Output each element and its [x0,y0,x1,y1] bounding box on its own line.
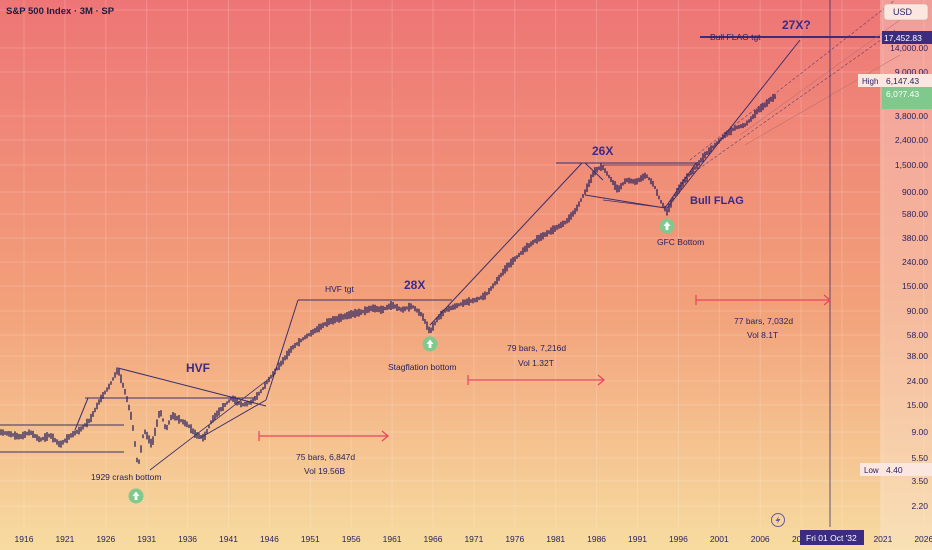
bull-flag-target-price-tag: 17,452.83 [882,31,932,44]
svg-text:6,147.43: 6,147.43 [886,76,919,86]
year-tick-label: 1971 [464,534,483,544]
arrow-up-icon[interactable] [128,488,144,504]
year-tick-label: 1951 [301,534,320,544]
measure-1-bars: 75 bars, 6,847d [296,452,355,462]
measure-3-volume: Vol 8.1T [747,330,778,340]
price-tick-label: 24.00 [907,376,929,386]
year-tick-label: 2026 [914,534,932,544]
measure-2-volume: Vol 1.32T [518,358,554,368]
price-tick-label: 2.20 [911,501,928,511]
currency-badge[interactable]: USD [883,3,929,21]
trendline [666,39,801,209]
trendline [689,0,896,161]
chart-title: S&P 500 Index · 3M · SP [6,6,115,17]
low-label-tag: Low [860,463,882,476]
svg-text:4.40: 4.40 [886,465,903,475]
year-tick-label: 1936 [178,534,197,544]
price-tick-label: 14,000.00 [890,43,928,53]
x27-label: 27X? [782,18,811,32]
arrow-up-icon[interactable] [422,336,438,352]
price-tick-label: 38.00 [907,351,929,361]
trendline [199,399,267,439]
year-tick-label: 1981 [546,534,565,544]
last-price-tag: 6,0?7.43 [882,87,932,109]
price-tick-label: 380.00 [902,233,928,243]
measure-arrow-head [597,374,605,386]
hvf-label: HVF [186,361,210,375]
price-tick-label: 3,800.00 [895,111,928,121]
time-axis[interactable]: 1916 1921 1926 1931 1936 1941 1946 1951 1956 1961… [15,534,932,544]
measure-arrow-head [381,430,389,442]
year-tick-label: 1996 [669,534,688,544]
measure-2-bars: 79 bars, 7,216d [507,343,566,353]
svg-text:High: High [862,77,878,86]
svg-text:17,452.83: 17,452.83 [884,33,922,43]
grid [0,0,924,527]
price-axis[interactable]: 22,000.0014,000.009,000.003,800.002,400.… [890,5,928,511]
high-label-tag: High [858,74,882,87]
year-tick-label: 1916 [15,534,34,544]
year-tick-label: 1986 [587,534,606,544]
year-tick-label: 1976 [505,534,524,544]
trendline [149,377,271,471]
year-tick-label: 1926 [96,534,115,544]
trendline [689,29,896,176]
arrow-up-icon[interactable] [659,218,675,234]
price-tick-label: 9.00 [911,427,928,437]
year-tick-label: 1931 [137,534,156,544]
gfc-bottom-label: GFC Bottom [657,237,704,247]
trendline [744,54,901,146]
trendline [664,162,697,209]
measure-1-volume: Vol 19.56B [304,466,345,476]
trendline [265,299,299,401]
price-tick-label: 2,400.00 [895,135,928,145]
drawing-lines [0,0,901,527]
trendline [74,397,89,431]
price-tick-label: 150.00 [902,281,928,291]
price-tick-label: 240.00 [902,257,928,267]
price-tick-label: 900.00 [902,187,928,197]
price-tick-label: 3.50 [911,476,928,486]
svg-text:Fri 01 Oct '32: Fri 01 Oct '32 [806,533,857,543]
x26-label: 26X [592,144,613,158]
svg-text:Low: Low [864,466,879,475]
year-tick-label: 1961 [383,534,402,544]
year-tick-label: 2001 [710,534,729,544]
price-tick-label: 90.00 [907,306,929,316]
low-price-tag: 4.40 [882,463,932,476]
measure-3-bars: 77 bars, 7,032d [734,316,793,326]
crosshair-date-tag: Fri 01 Oct '32 [800,530,864,545]
year-tick-label: 2006 [751,534,770,544]
x28-label: 28X [404,278,425,292]
bull-flag-label: Bull FLAG [690,195,744,207]
year-tick-label: 1946 [260,534,279,544]
price-tick-label: 58.00 [907,330,929,340]
year-tick-label: 1991 [628,534,647,544]
year-tick-label: 1966 [424,534,443,544]
price-tick-label: 15.00 [907,400,929,410]
svg-text:USD: USD [893,7,913,17]
crash-bottom-label: 1929 crash bottom [91,472,161,482]
lightning-icon[interactable] [771,513,785,527]
stagflation-bottom-label: Stagflation bottom [388,362,457,372]
bull-flag-target-label: Bull FLAG tgt [710,32,761,42]
hvf-target-label: HVF tgt [325,284,354,294]
price-tick-label: 1,500.00 [895,160,928,170]
measure-arrow-head [823,294,831,306]
year-tick-label: 1956 [342,534,361,544]
year-tick-label: 2021 [873,534,892,544]
trendline [602,199,668,209]
price-tick-label: 9,000.00 [895,67,928,77]
price-tick-label: 580.00 [902,209,928,219]
year-tick-label: 1941 [219,534,238,544]
price-tick-label: 5.50 [911,453,928,463]
trendline [429,162,583,326]
high-price-tag: 6,147.43 [882,74,932,87]
trendline [739,19,901,136]
svg-text:6,0?7.43: 6,0?7.43 [886,89,919,99]
trendline [584,162,604,181]
year-tick-label: 1921 [55,534,74,544]
